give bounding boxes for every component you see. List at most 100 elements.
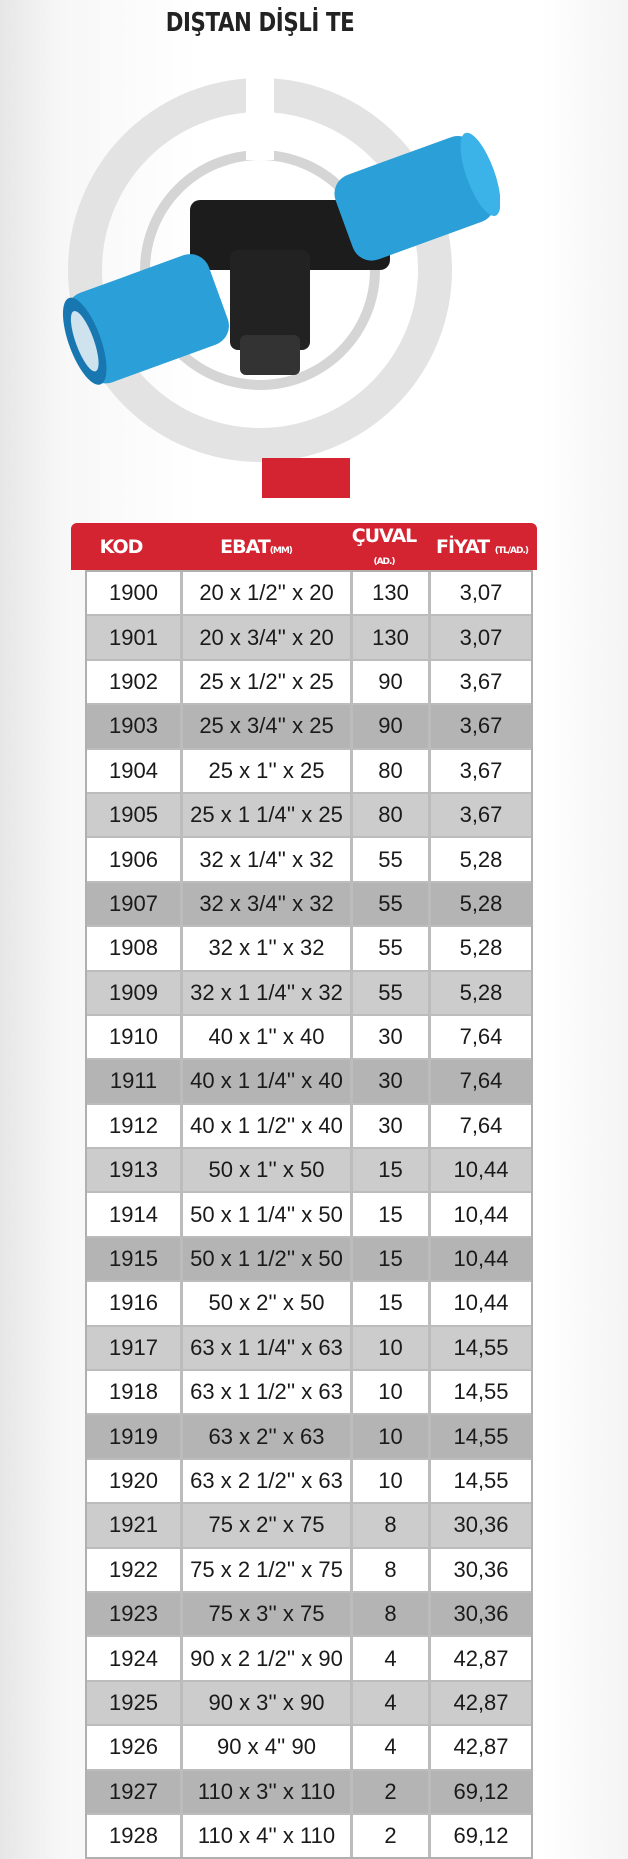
cell-ebat: 20 x 1/2'' x 20: [183, 572, 353, 615]
cell-fiyat: 10,44: [431, 1193, 531, 1236]
cell-ebat: 75 x 2 1/2'' x 75: [183, 1548, 353, 1591]
cell-fiyat: 7,64: [431, 1104, 531, 1148]
cell-cuval: 55: [353, 882, 431, 926]
cell-ebat: 110 x 4'' x 110: [183, 1814, 353, 1858]
table-row: 1901 20 x 3/4'' x 20 130 3,07: [87, 616, 531, 661]
cell-kod: 1927: [87, 1770, 183, 1813]
cell-cuval: 15: [353, 1193, 431, 1236]
table-row: 1900 20 x 1/2'' x 20 130 3,07: [87, 572, 531, 617]
cell-kod: 1921: [87, 1504, 183, 1547]
table-row: 1910 40 x 1'' x 40 30 7,64: [87, 1015, 531, 1061]
left-coupling: [66, 254, 229, 384]
table-row: 1909 32 x 1 1/4'' x 32 55 5,28: [87, 971, 531, 1016]
cell-ebat: 25 x 1/2'' x 25: [183, 660, 353, 704]
cell-ebat: 50 x 1'' x 50: [183, 1149, 353, 1192]
cell-ebat: 25 x 1 1/4'' x 25: [183, 793, 353, 837]
cell-cuval: 10: [353, 1326, 431, 1370]
table-row: 1903 25 x 3/4'' x 25 90 3,67: [87, 705, 531, 750]
price-table: 1900 20 x 1/2'' x 20 130 3,07 1901 20 x 3/4''…: [85, 570, 533, 1859]
page-title: DIŞTAN DİŞLİ TE: [165, 8, 355, 38]
table-row: 1905 25 x 1 1/4'' x 25 80 3,67: [87, 793, 531, 839]
cell-kod: 1916: [87, 1282, 183, 1325]
cell-cuval: 15: [353, 1237, 431, 1281]
cell-fiyat: 3,07: [431, 616, 531, 659]
cell-kod: 1922: [87, 1548, 183, 1591]
cell-kod: 1925: [87, 1681, 183, 1725]
cell-fiyat: 30,36: [431, 1592, 531, 1636]
cell-fiyat: 5,28: [431, 838, 531, 881]
cell-kod: 1903: [87, 705, 183, 748]
cell-cuval: 80: [353, 793, 431, 837]
cell-kod: 1909: [87, 971, 183, 1014]
cell-fiyat: 10,44: [431, 1149, 531, 1192]
cell-cuval: 10: [353, 1415, 431, 1458]
cell-ebat: 50 x 2'' x 50: [183, 1282, 353, 1325]
table-row: 1902 25 x 1/2'' x 25 90 3,67: [87, 660, 531, 706]
cell-kod: 1907: [87, 882, 183, 926]
cell-kod: 1928: [87, 1814, 183, 1858]
table-header: KOD EBAT(MM) ÇUVAL (AD.) FİYAT (TL/AD.): [71, 523, 537, 570]
cell-kod: 1904: [87, 749, 183, 792]
cell-cuval: 2: [353, 1770, 431, 1813]
table-row: 1917 63 x 1 1/4'' x 63 10 14,55: [87, 1326, 531, 1372]
table-row: 1907 32 x 3/4'' x 32 55 5,28: [87, 882, 531, 928]
cell-kod: 1917: [87, 1326, 183, 1370]
cell-cuval: 90: [353, 705, 431, 748]
table-row: 1914 50 x 1 1/4'' x 50 15 10,44: [87, 1193, 531, 1238]
header-label: FİYAT: [435, 535, 490, 558]
cell-fiyat: 42,87: [431, 1726, 531, 1769]
header-fiyat: FİYAT (TL/AD.): [427, 536, 537, 558]
cell-ebat: 40 x 1 1/2'' x 40: [183, 1104, 353, 1148]
cell-ebat: 40 x 1 1/4'' x 40: [183, 1060, 353, 1103]
cell-fiyat: 7,64: [431, 1060, 531, 1103]
cell-ebat: 25 x 1'' x 25: [183, 749, 353, 792]
cell-ebat: 110 x 3'' x 110: [183, 1770, 353, 1813]
cell-fiyat: 5,28: [431, 882, 531, 926]
cell-fiyat: 14,55: [431, 1415, 531, 1458]
cell-kod: 1912: [87, 1104, 183, 1148]
cell-ebat: 20 x 3/4'' x 20: [183, 616, 353, 659]
cell-ebat: 90 x 2 1/2'' x 90: [183, 1637, 353, 1680]
cell-fiyat: 14,55: [431, 1371, 531, 1414]
tee-fitting-product-image: [62, 70, 500, 462]
cell-cuval: 8: [353, 1504, 431, 1547]
right-coupling: [334, 135, 495, 261]
cell-kod: 1911: [87, 1060, 183, 1103]
cell-kod: 1915: [87, 1237, 183, 1281]
cell-cuval: 10: [353, 1459, 431, 1503]
header-unit: (MM): [269, 545, 293, 556]
cell-cuval: 130: [353, 616, 431, 659]
cell-ebat: 32 x 1 1/4'' x 32: [183, 971, 353, 1014]
header-label: ÇUVAL: [351, 524, 418, 547]
table-row: 1922 75 x 2 1/2'' x 75 8 30,36: [87, 1548, 531, 1593]
cell-fiyat: 5,28: [431, 971, 531, 1014]
cell-cuval: 15: [353, 1282, 431, 1325]
cell-ebat: 25 x 3/4'' x 25: [183, 705, 353, 748]
cell-ebat: 75 x 2'' x 75: [183, 1504, 353, 1547]
cell-ebat: 75 x 3'' x 75: [183, 1592, 353, 1636]
cell-fiyat: 69,12: [431, 1770, 531, 1813]
tee-branch: [230, 250, 310, 350]
cell-kod: 1919: [87, 1415, 183, 1458]
table-row: 1925 90 x 3'' x 90 4 42,87: [87, 1681, 531, 1727]
cell-ebat: 50 x 1 1/4'' x 50: [183, 1193, 353, 1236]
table-row: 1911 40 x 1 1/4'' x 40 30 7,64: [87, 1060, 531, 1105]
cell-fiyat: 30,36: [431, 1548, 531, 1591]
table-row: 1913 50 x 1'' x 50 15 10,44: [87, 1149, 531, 1194]
table-row: 1920 63 x 2 1/2'' x 63 10 14,55: [87, 1459, 531, 1505]
cell-ebat: 90 x 3'' x 90: [183, 1681, 353, 1725]
cell-kod: 1923: [87, 1592, 183, 1636]
cell-ebat: 63 x 1 1/4'' x 63: [183, 1326, 353, 1370]
cell-ebat: 63 x 2 1/2'' x 63: [183, 1459, 353, 1503]
cell-fiyat: 30,36: [431, 1504, 531, 1547]
cell-fiyat: 3,67: [431, 660, 531, 704]
table-row: 1919 63 x 2'' x 63 10 14,55: [87, 1415, 531, 1460]
cell-fiyat: 7,64: [431, 1015, 531, 1059]
cell-fiyat: 3,67: [431, 793, 531, 837]
cell-ebat: 32 x 1/4'' x 32: [183, 838, 353, 881]
header-kod: KOD: [71, 536, 171, 558]
cell-cuval: 80: [353, 749, 431, 792]
cell-kod: 1924: [87, 1637, 183, 1680]
cell-cuval: 4: [353, 1726, 431, 1769]
header-cuval: ÇUVAL (AD.): [341, 525, 427, 569]
